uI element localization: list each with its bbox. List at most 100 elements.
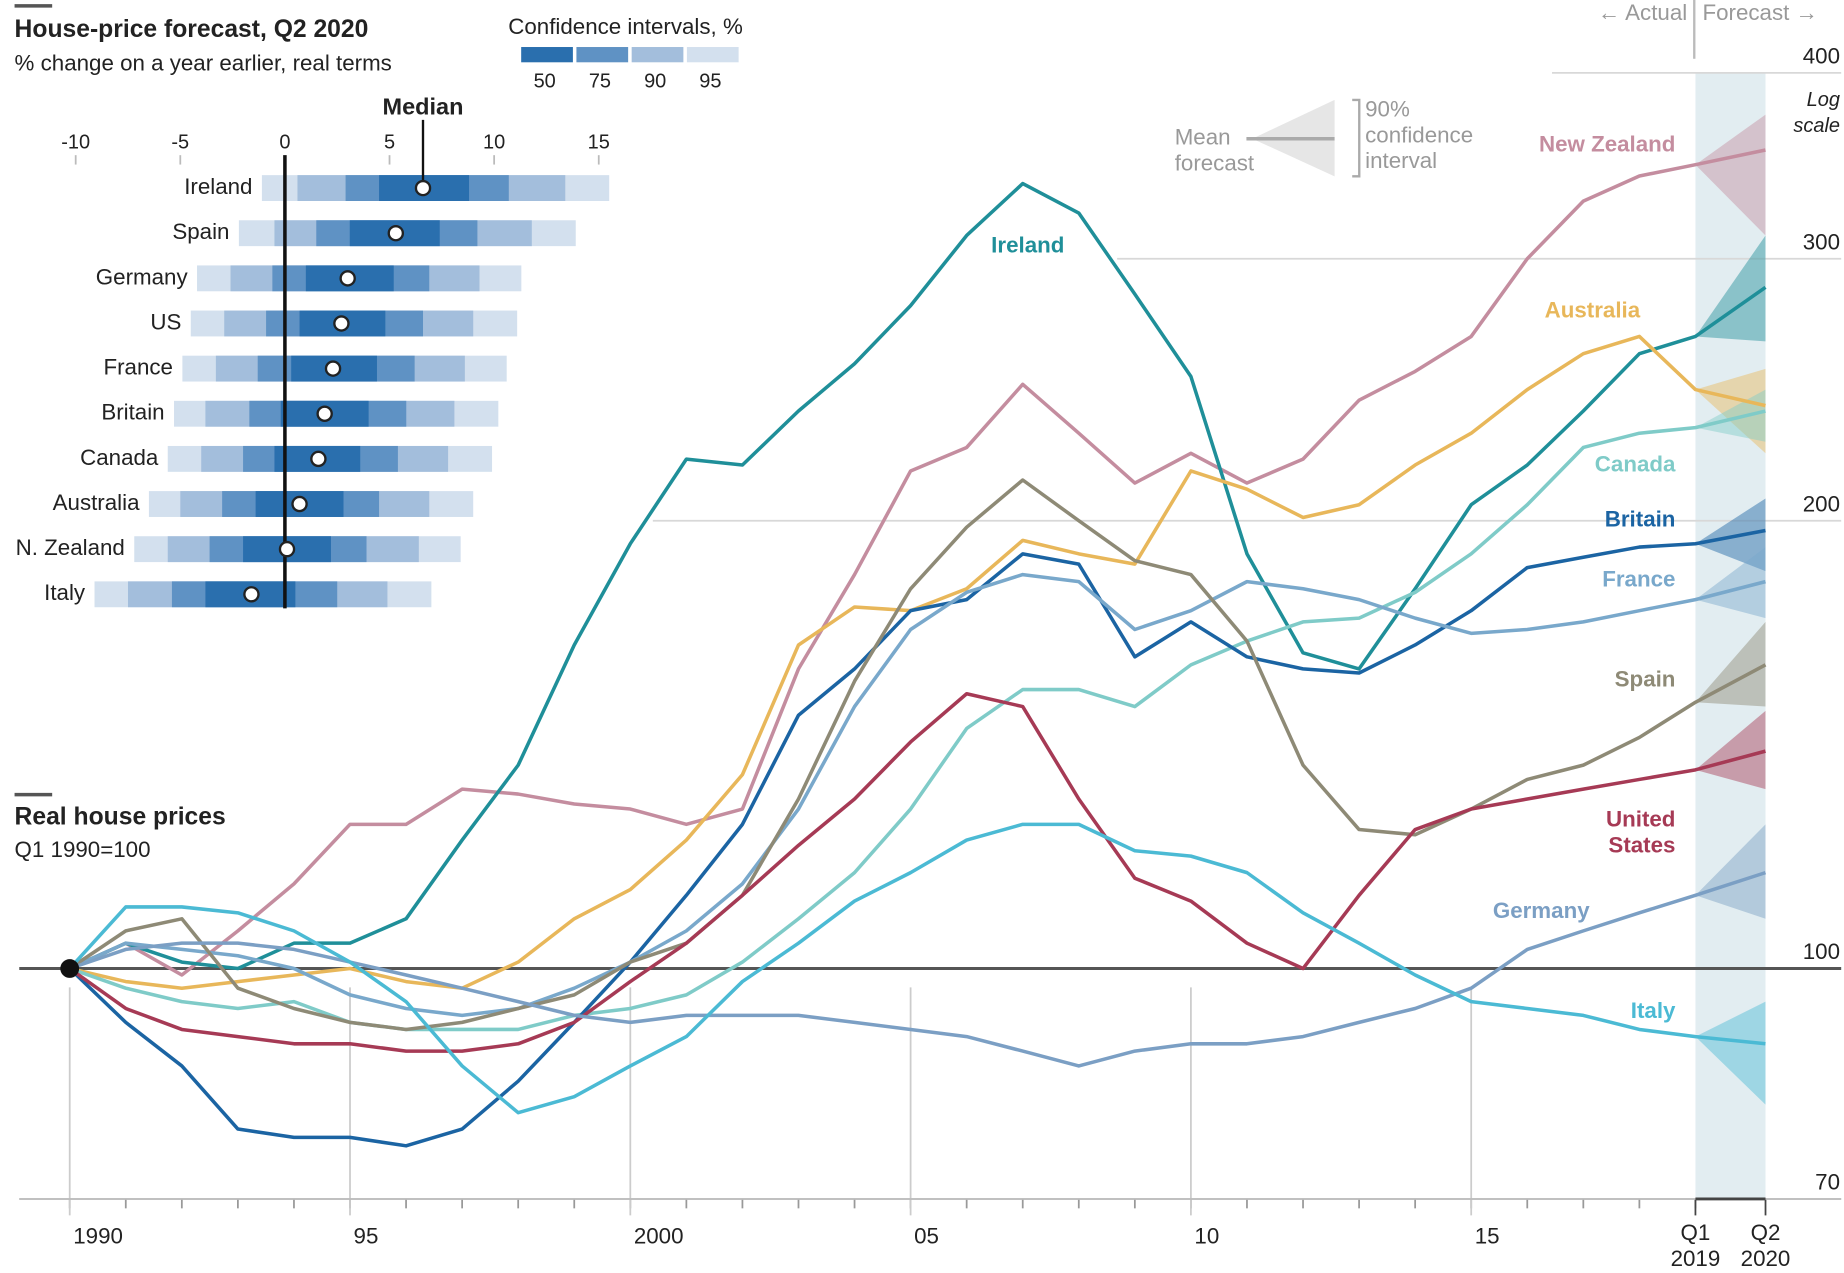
legend-swatch	[576, 47, 629, 63]
median-dot	[243, 586, 260, 603]
y-tick-label: 400	[1803, 44, 1840, 69]
forecast-cone	[1695, 114, 1766, 236]
x-tick-label: -5	[171, 132, 189, 154]
text-line: 2019	[1671, 1246, 1721, 1271]
x-tick-label: 1990	[73, 1224, 123, 1249]
x-tick-label: -10	[61, 132, 90, 154]
x-tick-label: 15	[588, 132, 610, 154]
series-label: Canada	[1595, 451, 1676, 476]
series-label: New Zealand	[1539, 132, 1676, 157]
legend-swatch	[631, 47, 684, 63]
series-label: Italy	[1631, 998, 1676, 1023]
text-line: interval	[1365, 148, 1437, 173]
text-line: Q2	[1751, 1220, 1781, 1245]
series-line	[68, 691, 1766, 1053]
text-line: scale	[1793, 115, 1840, 137]
actual-label: ← Actual	[1598, 0, 1687, 25]
series-line	[68, 148, 1766, 977]
series-line	[68, 528, 1766, 1148]
legend-swatch	[521, 47, 573, 63]
forecast-cone	[1695, 235, 1766, 342]
forecast-cone	[1695, 1001, 1766, 1105]
text-line: Q1	[1681, 1220, 1711, 1245]
forecast-band	[1695, 72, 1766, 1199]
series-label: France	[1602, 567, 1675, 592]
x-tick-label: 15	[1475, 1224, 1500, 1249]
series-line	[68, 181, 1767, 971]
legend-swatch	[686, 47, 739, 63]
background-layer	[19, 71, 1842, 1216]
median-dot	[339, 270, 356, 287]
chart-title: House-price forecast, Q2 2020	[15, 16, 369, 43]
text-line: confidence	[1365, 122, 1473, 147]
series-label: Spain	[1615, 666, 1676, 691]
legend-label: 95	[699, 71, 721, 93]
x-tick-label: Q1 2019	[1671, 1220, 1721, 1271]
median-dot	[414, 179, 432, 197]
chart-title: Real house prices	[15, 804, 226, 831]
text-line: Mean	[1175, 125, 1231, 150]
category-label: France	[103, 355, 172, 380]
x-tick-label: Q2 2020	[1741, 1220, 1791, 1271]
series-line	[69, 334, 1766, 990]
chart-subtitle: % change on a year earlier, real terms	[15, 51, 392, 76]
median-dot	[387, 224, 405, 242]
x-tick-label: 05	[914, 1224, 939, 1249]
text-line: forecast	[1175, 150, 1255, 175]
scale-label: Log scale	[1793, 89, 1840, 137]
category-label: Ireland	[184, 174, 252, 199]
category-label: Spain	[172, 219, 229, 244]
category-label: N. Zealand	[16, 535, 125, 560]
x-tick-label: 2000	[634, 1224, 684, 1249]
median-dot	[291, 495, 308, 513]
x-tick-label: 5	[384, 132, 395, 154]
x-tick-label: 10	[483, 132, 505, 154]
series-label: Ireland	[991, 233, 1064, 258]
text-line: 2020	[1741, 1246, 1791, 1271]
median-dot	[333, 315, 350, 332]
median-dot	[278, 540, 296, 558]
legend-label: 90	[644, 71, 666, 93]
legend-label: 75	[589, 71, 611, 93]
series-label: Germany	[1493, 898, 1590, 923]
chart-subtitle: Q1 1990=100	[15, 837, 151, 862]
forecast-cone	[1695, 368, 1766, 454]
legend-title: Confidence intervals, %	[508, 14, 743, 39]
y-tick-label: 300	[1803, 229, 1840, 254]
category-label: Australia	[53, 490, 140, 515]
y-tick-label: 100	[1803, 939, 1840, 964]
forecast-cone	[1695, 824, 1766, 919]
legend-label: 50	[534, 71, 556, 93]
category-label: Canada	[80, 445, 159, 470]
x-tick-label: 0	[279, 132, 290, 154]
text-line: United	[1606, 806, 1675, 831]
category-label: Britain	[101, 400, 164, 425]
series-label: Britain	[1605, 507, 1676, 532]
forecast-cone	[1695, 498, 1766, 572]
median-label: Median	[383, 93, 464, 119]
series-label: United States	[1606, 806, 1675, 857]
mean-forecast-label: Mean forecast	[1175, 125, 1255, 176]
series-label: Australia	[1545, 297, 1641, 322]
forecast-label: Forecast →	[1702, 0, 1817, 25]
series-line	[68, 572, 1766, 1018]
text-line: States	[1608, 832, 1675, 857]
text-line: 90%	[1365, 96, 1410, 121]
y-tick-label: 70	[1815, 1170, 1840, 1195]
forecast-cone	[1695, 710, 1766, 790]
origin-dot	[60, 959, 80, 978]
category-label: Italy	[44, 580, 86, 605]
ci-label: 90% confidence interval	[1365, 96, 1473, 173]
median-dot	[316, 405, 333, 422]
legend-bracket	[1352, 98, 1361, 178]
median-dot	[310, 450, 327, 468]
series-line	[68, 822, 1766, 1115]
forecast-cone	[1695, 547, 1766, 619]
forecast-cone	[1695, 621, 1766, 707]
category-label: US	[150, 309, 181, 334]
median-dot	[324, 360, 342, 377]
category-label: Germany	[96, 264, 189, 289]
text-line: Log	[1807, 89, 1840, 111]
x-tick-label: 10	[1194, 1224, 1219, 1249]
